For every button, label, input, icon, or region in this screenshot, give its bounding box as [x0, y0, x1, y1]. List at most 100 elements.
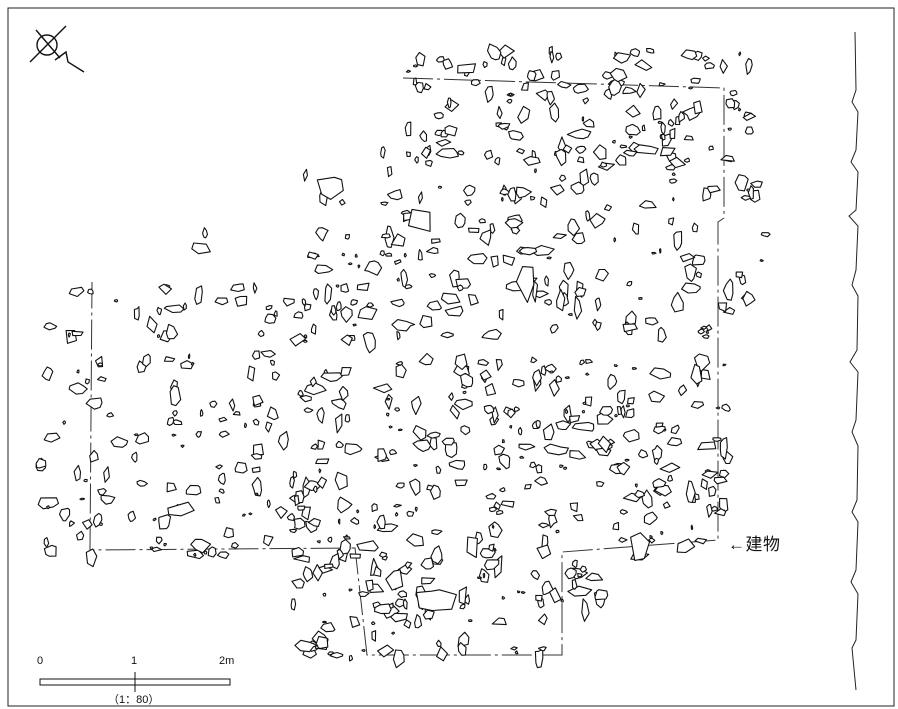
- stone: [500, 196, 504, 202]
- stone: [520, 82, 529, 91]
- stone: [537, 613, 548, 626]
- stone: [559, 464, 564, 468]
- stone: [498, 453, 511, 470]
- stone: [171, 433, 177, 437]
- stone: [544, 508, 557, 516]
- stone: [613, 237, 617, 243]
- stone: [453, 398, 473, 411]
- stone: [158, 514, 172, 530]
- stone: [385, 397, 391, 401]
- stone: [510, 646, 518, 651]
- stone: [338, 198, 346, 206]
- stone: [483, 149, 494, 160]
- stone: [483, 463, 488, 471]
- stone: [499, 188, 510, 196]
- stone: [320, 372, 343, 382]
- stone: [209, 400, 218, 408]
- stone: [420, 557, 435, 570]
- stone: [526, 70, 537, 82]
- stone: [84, 378, 91, 385]
- stone: [263, 534, 274, 547]
- stone: [266, 499, 271, 508]
- stone: [389, 449, 398, 456]
- stone: [463, 184, 476, 197]
- stone: [376, 514, 386, 530]
- stone: [634, 489, 646, 499]
- stone: [257, 329, 265, 338]
- stone: [289, 528, 298, 534]
- stone: [470, 79, 481, 87]
- stone: [722, 306, 736, 315]
- stone: [550, 70, 561, 81]
- stone: [373, 524, 376, 530]
- stone: [638, 200, 657, 209]
- stone: [594, 297, 602, 312]
- stone: [464, 594, 471, 605]
- stone: [496, 467, 502, 471]
- stone: [679, 253, 696, 263]
- stone: [303, 303, 312, 312]
- stone: [727, 127, 732, 131]
- stone: [704, 62, 715, 70]
- stone: [297, 389, 304, 397]
- stone: [342, 536, 351, 540]
- stone: [380, 201, 389, 206]
- stone: [558, 174, 567, 182]
- stone: [282, 297, 295, 307]
- stone: [419, 130, 428, 143]
- stone: [701, 334, 710, 339]
- stone: [483, 559, 500, 571]
- stone: [670, 98, 679, 110]
- stone: [156, 334, 161, 338]
- stone: [750, 180, 763, 188]
- stone: [500, 500, 515, 508]
- stone: [577, 572, 583, 578]
- stone: [565, 408, 569, 414]
- stone: [658, 82, 666, 87]
- stone: [569, 450, 587, 460]
- stone: [182, 302, 187, 311]
- stone: [218, 488, 225, 494]
- stone: [58, 507, 71, 522]
- stone: [324, 283, 333, 305]
- stone: [406, 533, 424, 547]
- stone: [216, 551, 230, 560]
- stone: [405, 69, 412, 73]
- stone: [466, 536, 478, 559]
- stone: [302, 168, 308, 182]
- stone: [350, 517, 360, 525]
- stone: [228, 398, 236, 412]
- stone: [316, 476, 328, 489]
- stone: [555, 420, 572, 431]
- stone: [540, 365, 547, 376]
- stone: [422, 609, 435, 620]
- stone: [518, 247, 538, 256]
- stone: [599, 161, 608, 168]
- stone: [458, 586, 468, 605]
- stone: [567, 218, 581, 237]
- stone: [87, 288, 94, 295]
- stone: [380, 233, 391, 239]
- stone: [585, 359, 593, 365]
- stone: [412, 425, 427, 441]
- stone: [535, 594, 543, 602]
- figure-frame: [7, 7, 895, 707]
- stone: [68, 286, 85, 298]
- stone: [481, 328, 502, 340]
- stone: [501, 595, 506, 600]
- stone: [548, 379, 560, 397]
- stone: [340, 283, 350, 293]
- stone: [688, 86, 694, 90]
- stone: [484, 383, 497, 396]
- stone: [414, 506, 418, 512]
- stone: [43, 537, 50, 547]
- stone: [706, 504, 713, 518]
- stone: [166, 416, 175, 427]
- scale-tick-1: 1: [131, 655, 138, 667]
- stone: [251, 476, 263, 497]
- stone: [516, 147, 525, 155]
- stone: [574, 286, 587, 297]
- stone: [680, 49, 698, 61]
- stone: [690, 401, 705, 409]
- stone: [720, 154, 735, 162]
